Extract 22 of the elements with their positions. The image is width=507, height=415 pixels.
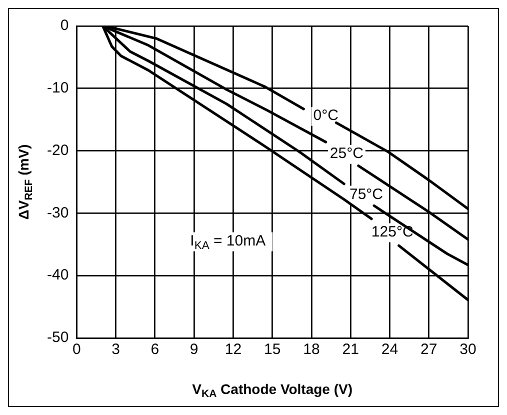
annotation: 25°C bbox=[330, 145, 364, 162]
x-tick-label: 9 bbox=[190, 341, 198, 358]
y-tick-label: -40 bbox=[46, 266, 69, 284]
x-tick-label: 21 bbox=[342, 341, 359, 358]
y-tick-label: -10 bbox=[46, 80, 69, 97]
x-tick-label: 12 bbox=[224, 341, 242, 358]
x-tick-label: 27 bbox=[420, 341, 438, 358]
x-tick-label: 6 bbox=[150, 341, 160, 358]
annotation: 0°C bbox=[313, 106, 339, 124]
x-tick-label: 24 bbox=[381, 341, 398, 358]
annotation: 125°C bbox=[371, 223, 414, 240]
x-tick-label: 0 bbox=[72, 341, 81, 358]
x-tick-label: 18 bbox=[303, 341, 320, 358]
x-tick-label: 15 bbox=[264, 341, 281, 358]
x-tick-label: 30 bbox=[460, 341, 476, 358]
y-axis-title: ΔVREF (mV) bbox=[16, 144, 35, 220]
y-tick-label: -50 bbox=[46, 329, 69, 346]
y-tick-label: 0 bbox=[60, 17, 69, 34]
annotation: 75°C bbox=[350, 186, 384, 203]
x-tick-label: 3 bbox=[112, 341, 120, 358]
y-tick-label: -30 bbox=[46, 204, 69, 222]
y-tick-label: -20 bbox=[46, 142, 69, 159]
